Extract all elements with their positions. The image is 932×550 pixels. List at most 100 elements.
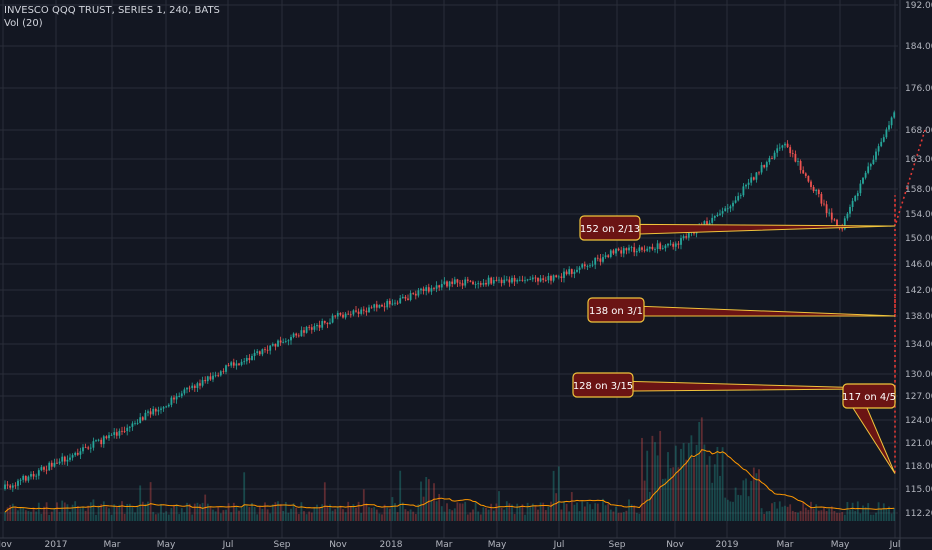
symbol-title[interactable]: INVESCO QQQ TRUST, SERIES 1, 240, BATS [4, 5, 220, 16]
volume-bar [771, 503, 773, 521]
candle-body [87, 447, 90, 449]
candle-body [430, 288, 433, 292]
volume-bar [607, 503, 610, 521]
volume-bar [453, 508, 456, 521]
volume-bar [123, 513, 126, 521]
volume-bar [583, 506, 586, 521]
candle-body [407, 298, 409, 300]
volume-bar [851, 502, 854, 521]
volume-indicator-label[interactable]: Vol (20) [4, 18, 43, 29]
volume-bar [24, 510, 27, 521]
candle-body [781, 145, 784, 148]
volume-bar [27, 511, 30, 521]
volume-bar [615, 506, 617, 521]
volume-bar [466, 514, 469, 521]
volume-bar [160, 503, 162, 521]
volume-bar [875, 512, 877, 521]
candle-body [583, 264, 586, 267]
candle-body [284, 341, 287, 342]
volume-bar [63, 502, 66, 521]
candle-body [542, 278, 545, 280]
volume-bar [516, 503, 519, 521]
volume-bar [807, 509, 810, 521]
candle-body [599, 258, 602, 262]
candle-body [32, 474, 35, 477]
candle-body [157, 409, 160, 412]
volume-bar [284, 501, 287, 521]
candle-body [526, 279, 529, 281]
candle-body [651, 246, 654, 250]
volume-bar [35, 511, 38, 521]
candle-body [271, 343, 274, 346]
candle-body [560, 276, 563, 278]
candle-body [342, 314, 344, 318]
y-tick-label: 130.00 [905, 370, 932, 380]
candle-body [269, 345, 272, 351]
candle-body [282, 341, 285, 343]
volume-bar [856, 501, 859, 521]
volume-bar [199, 504, 201, 521]
volume-bar [617, 512, 620, 521]
candle-body [469, 280, 472, 282]
candle-body [875, 151, 877, 160]
volume-bar [357, 501, 360, 521]
candle-body [209, 376, 212, 380]
candle-body [586, 266, 589, 267]
callout-box [842, 383, 896, 409]
candle-body [885, 129, 888, 138]
x-tick-label: May [488, 540, 507, 550]
volume-bar [690, 435, 693, 521]
candle-body [261, 349, 264, 355]
callout-4: 117 on 4/5 [842, 383, 896, 474]
callout-text: 117 on 4/5 [842, 392, 896, 403]
candle-body [373, 304, 376, 308]
volume-bar [596, 503, 599, 521]
volume-bar [196, 502, 199, 521]
candle-body [352, 310, 355, 315]
candle-body [682, 236, 685, 239]
candle-body [30, 474, 32, 477]
candle-body [238, 363, 240, 365]
candle-body [141, 417, 144, 420]
volume-bar [102, 501, 105, 521]
candle-body [422, 288, 425, 292]
volume-bar [490, 503, 493, 521]
volume-bar [19, 507, 22, 521]
volume-bar [214, 511, 217, 521]
candle-body [201, 380, 204, 386]
candle-body [721, 211, 724, 214]
volume-bar [342, 509, 344, 521]
volume-bar [53, 508, 56, 521]
volume-bar [781, 506, 784, 521]
volume-bar [248, 507, 251, 521]
volume-bar [716, 446, 719, 521]
candle-body [84, 447, 87, 449]
volume-bar [100, 504, 103, 521]
candle-body [251, 355, 253, 361]
candle-body [630, 247, 633, 248]
volume-bar [50, 511, 53, 521]
candle-body [654, 248, 656, 250]
candle-body [531, 277, 534, 280]
candle-body [591, 264, 594, 266]
volume-bar [433, 483, 435, 521]
x-axis: Nov 2017 Mar May Jul Sep Nov 2018 Mar May Jul Sep No… [0, 540, 900, 550]
candle-body [167, 404, 170, 407]
candle-body [513, 277, 516, 282]
volume-bar [412, 511, 415, 521]
volume-bar [134, 512, 136, 521]
candle-body [825, 204, 828, 214]
candle-body [349, 314, 352, 316]
candle-body [708, 222, 711, 225]
candle-body [461, 283, 464, 286]
volume-bar [438, 493, 441, 521]
volume-bar [352, 504, 355, 521]
volume-bar [209, 507, 212, 521]
volume-bar [37, 502, 40, 521]
volume-bar [17, 510, 19, 521]
candle-body [859, 183, 862, 194]
volume-bar [456, 502, 459, 521]
candle-body [217, 375, 220, 377]
